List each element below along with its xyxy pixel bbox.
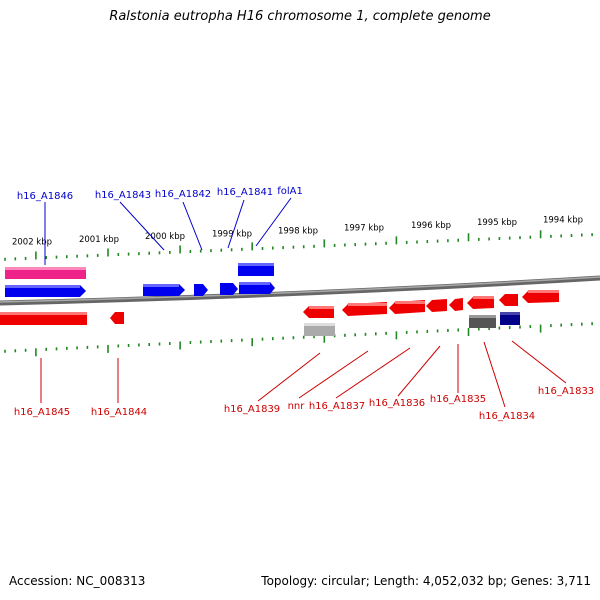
label-nnr[interactable]: nnr [288,401,306,412]
scale-tick-label: 1998 kbp [278,226,318,236]
scale-tick-label: 2001 kbp [79,235,119,245]
topology-label: Topology: [261,574,318,588]
label-h16-a1845[interactable]: h16_A1845 [14,407,70,418]
gene-h16-a1845[interactable] [0,312,87,325]
accession-value: NC_008313 [76,574,146,588]
scale-tick-label: 2002 kbp [12,238,52,248]
accession-label: Accession: [9,574,73,588]
topology-value: circular [321,574,366,588]
gene-h16-a1836[interactable] [426,298,463,312]
genes-value: 3,711 [556,574,591,588]
scale-tick-label: 1997 kbp [344,224,384,234]
upper-scale-ticks [4,230,593,261]
label-h16-a1842[interactable]: h16_A1842 [155,189,211,200]
label-h16-a1844[interactable]: h16_A1844 [91,407,147,418]
gene-h16-a1843[interactable] [143,284,185,296]
chromosome-backbone-highlight [0,276,600,303]
gene-h16-a1835[interactable] [467,296,496,328]
label-h16-a1843[interactable]: h16_A1843 [95,190,151,201]
genes-label: Genes: [510,574,553,588]
gene-h16-a1839[interactable] [303,306,335,336]
gene-h16-a1837[interactable] [389,300,425,314]
label-h16-a1836[interactable]: h16_A1836 [369,398,425,409]
reverse-strand-genes [0,290,559,336]
label-h16-a1839[interactable]: h16_A1839 [224,404,280,415]
scale-tick-label: 2000 kbp [145,232,185,242]
forward-strand-genes [5,263,275,297]
gene-h16-a1842[interactable] [194,284,208,296]
gene-h16-a1844[interactable] [110,312,124,324]
scale-tick-labels: 2002 kbp 2001 kbp 2000 kbp 1999 kbp 1998 kbp… [12,215,583,247]
accession-info: Accession: NC_008313 [9,574,145,588]
gene-nnr[interactable] [342,302,387,316]
callout-lines [40,197,567,408]
scale-tick-label: 1995 kbp [477,218,517,228]
lower-scale-ticks [4,322,593,357]
reverse-gene-labels: h16_A1845 h16_A1844 h16_A1839 nnr h16_A1… [14,386,594,422]
gene-h16-a1833[interactable] [522,290,559,303]
scale-tick-label: 1996 kbp [411,221,451,231]
length-value: 4,052,032 bp [422,574,503,588]
label-fola1[interactable]: folA1 [277,186,303,197]
scale-tick-label: 1999 kbp [212,229,252,239]
gene-h16-a1846[interactable] [5,267,86,297]
chromosome-backbone [0,275,600,306]
scale-tick-label: 1994 kbp [543,215,583,225]
genome-stats: Topology: circular; Length: 4,052,032 bp… [261,574,591,588]
map-title: Ralstonia eutropha H16 chromosome 1, com… [109,9,491,24]
length-label: Length: [373,574,420,588]
label-h16-a1837[interactable]: h16_A1837 [309,401,365,412]
label-h16-a1841[interactable]: h16_A1841 [217,187,273,198]
label-h16-a1834[interactable]: h16_A1834 [479,411,535,422]
forward-gene-labels: h16_A1846 h16_A1843 h16_A1842 h16_A1841 … [17,186,303,202]
gene-h16-a1834[interactable] [499,294,520,325]
gene-fola1[interactable] [238,263,274,276]
label-h16-a1833[interactable]: h16_A1833 [538,386,594,397]
gene-h16-a1841[interactable] [220,282,275,295]
label-h16-a1846[interactable]: h16_A1846 [17,191,73,202]
label-h16-a1835[interactable]: h16_A1835 [430,394,486,405]
